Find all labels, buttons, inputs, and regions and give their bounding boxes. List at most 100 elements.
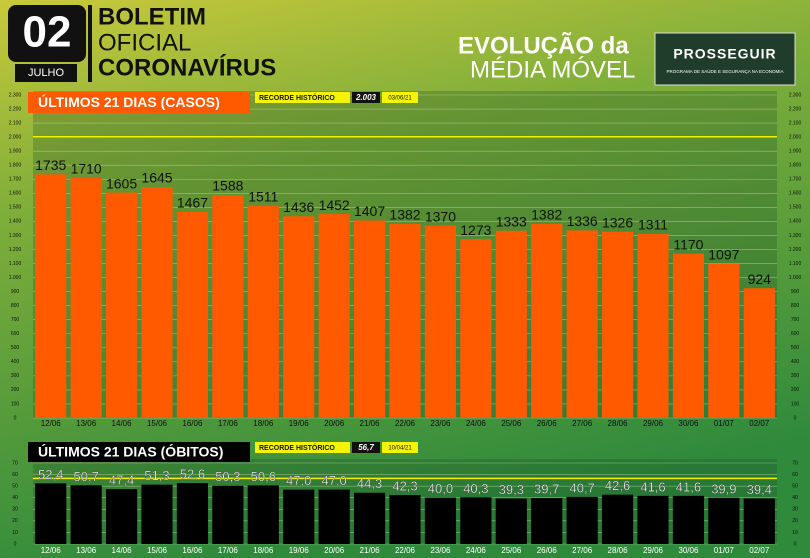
- value-label: 47,0: [286, 473, 311, 488]
- x-tick-label: 28/06: [608, 419, 629, 428]
- bar: [566, 496, 598, 544]
- record-date-box: [382, 442, 418, 453]
- bar: [318, 489, 350, 544]
- y-tick-label: 50: [12, 483, 18, 489]
- bar: [35, 483, 67, 544]
- bar: [601, 231, 634, 418]
- bar: [637, 233, 669, 418]
- divider: [88, 5, 92, 82]
- x-tick-label: 16/06: [182, 546, 203, 555]
- y-tick-label: 0: [794, 541, 797, 547]
- value-label: 41,6: [676, 479, 701, 494]
- y-tick-label: 1.600: [9, 191, 22, 197]
- x-tick-label: 14/06: [112, 546, 133, 555]
- y-tick-label: 1.100: [789, 261, 802, 267]
- y-tick-label: 30: [792, 507, 798, 513]
- bar: [566, 230, 598, 418]
- chart-title: ÚLTIMOS 21 DIAS (ÓBITOS): [38, 443, 223, 460]
- x-tick-label: 21/06: [360, 419, 381, 428]
- x-tick-label: 23/06: [430, 419, 451, 428]
- bar: [70, 177, 102, 418]
- y-tick-label: 40: [792, 495, 798, 501]
- y-tick-label: 500: [791, 345, 800, 351]
- y-tick-label: 100: [11, 401, 20, 407]
- bar: [743, 498, 775, 544]
- x-tick-label: 22/06: [395, 419, 416, 428]
- value-label: 1336: [567, 213, 598, 229]
- value-label: 44,3: [357, 476, 382, 491]
- value-label: 50,6: [251, 469, 276, 484]
- bar: [743, 288, 775, 418]
- value-label: 1436: [283, 199, 314, 215]
- y-tick-label: 1.900: [9, 149, 22, 155]
- x-tick-label: 16/06: [182, 419, 203, 428]
- y-tick-label: 200: [791, 387, 800, 393]
- y-tick-label: 2.200: [9, 106, 22, 112]
- x-tick-label: 14/06: [112, 419, 133, 428]
- bar: [672, 495, 705, 544]
- record-value: 56,7: [358, 443, 374, 452]
- y-tick-label: 1.500: [789, 205, 802, 211]
- value-label: 1097: [708, 247, 739, 263]
- bar: [424, 497, 457, 544]
- y-tick-label: 2.100: [9, 120, 22, 126]
- x-tick-label: 18/06: [253, 546, 274, 555]
- bar: [212, 194, 244, 418]
- y-tick-label: 2.300: [9, 92, 22, 98]
- bar: [389, 223, 421, 418]
- y-tick-label: 700: [791, 317, 800, 323]
- value-label: 50,7: [73, 469, 98, 484]
- value-label: 1588: [212, 178, 243, 194]
- bar: [708, 263, 740, 418]
- bar: [318, 214, 350, 418]
- x-tick-label: 15/06: [147, 546, 168, 555]
- title-box: [28, 92, 250, 113]
- y-tick-label: 10: [792, 530, 798, 536]
- x-tick-label: 19/06: [289, 419, 310, 428]
- y-tick-label: 1.300: [9, 233, 22, 239]
- record-value-box: [352, 92, 380, 103]
- value-label: 40,7: [569, 480, 594, 495]
- y-tick-label: 1.000: [9, 275, 22, 281]
- y-tick-label: 2.200: [789, 106, 802, 112]
- record-date: 10/04/21: [388, 446, 412, 452]
- y-tick-label: 1.400: [789, 219, 802, 225]
- value-label: 39,7: [534, 481, 559, 496]
- x-tick-label: 29/06: [643, 546, 664, 555]
- y-tick-label: 800: [11, 303, 20, 309]
- x-tick-label: 24/06: [466, 419, 487, 428]
- y-tick-label: 1.600: [789, 191, 802, 197]
- x-tick-label: 20/06: [324, 546, 345, 555]
- value-label: 1407: [354, 203, 385, 219]
- value-label: 1605: [106, 175, 137, 191]
- title-box: [28, 442, 250, 462]
- x-tick-label: 28/06: [608, 546, 629, 555]
- x-tick-label: 01/07: [714, 419, 735, 428]
- bar: [141, 484, 173, 544]
- y-tick-label: 20: [12, 518, 18, 524]
- y-tick-label: 50: [792, 483, 798, 489]
- y-tick-label: 0: [14, 541, 17, 547]
- bar: [247, 205, 279, 418]
- section-title: EVOLUÇÃO da: [458, 31, 629, 59]
- x-tick-label: 20/06: [324, 419, 345, 428]
- y-tick-label: 300: [11, 373, 20, 379]
- day-box: [8, 5, 86, 62]
- y-tick-label: 600: [11, 331, 20, 337]
- bar: [460, 239, 492, 418]
- y-tick-label: 10: [12, 530, 18, 536]
- day: 02: [23, 8, 72, 57]
- record-label: RECORDE HISTÓRICO: [259, 443, 335, 452]
- value-label: 1370: [425, 208, 456, 224]
- value-label: 1452: [319, 197, 350, 213]
- header-line: CORONAVÍRUS: [98, 53, 276, 81]
- y-tick-label: 2.000: [9, 134, 22, 140]
- value-label: 39,3: [499, 482, 524, 497]
- bar: [247, 485, 279, 544]
- value-label: 1467: [177, 195, 208, 211]
- x-tick-label: 17/06: [218, 546, 239, 555]
- x-tick-label: 30/06: [678, 546, 699, 555]
- value-label: 52,6: [180, 467, 205, 482]
- bar: [531, 498, 563, 544]
